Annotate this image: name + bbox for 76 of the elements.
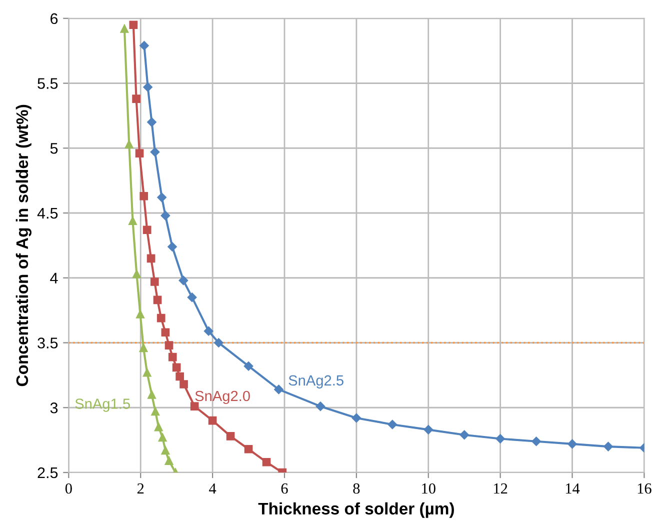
- x-tick-label: 14: [566, 483, 580, 494]
- point: [244, 444, 253, 454]
- point: [316, 402, 326, 411]
- x-tick-label: 10: [422, 483, 436, 494]
- point: [150, 147, 160, 157]
- point: [132, 94, 140, 103]
- point: [153, 296, 162, 304]
- point: [178, 276, 188, 286]
- y-tick-label: 4: [50, 272, 58, 284]
- point: [460, 430, 469, 440]
- point: [147, 118, 156, 127]
- point: [142, 368, 152, 377]
- point: [124, 140, 134, 148]
- point: [161, 446, 170, 455]
- point: [262, 458, 271, 466]
- point: [176, 372, 184, 381]
- point: [132, 270, 141, 278]
- x-tick-label: 2: [137, 483, 144, 494]
- point: [161, 328, 170, 337]
- point: [143, 82, 152, 92]
- x-axis-title: Thickness of solder (µm): [258, 502, 454, 518]
- point: [151, 407, 160, 416]
- x-tick-label: 12: [494, 483, 508, 494]
- point: [148, 390, 156, 399]
- point: [139, 344, 148, 352]
- y-tick-label: 2.5: [38, 467, 58, 478]
- point: [164, 341, 174, 350]
- y-tick-label: 5: [50, 143, 58, 154]
- x-tick-label: 4: [209, 483, 216, 494]
- point: [154, 422, 163, 432]
- point: [568, 439, 577, 449]
- y-axis-title: Concentration of Ag in solder (wt%): [16, 104, 32, 386]
- point: [226, 432, 235, 440]
- point: [135, 149, 144, 158]
- x-tick-label: 16: [638, 483, 652, 494]
- point: [136, 310, 144, 318]
- point: [180, 380, 188, 388]
- x-tick-label: 6: [281, 483, 288, 494]
- point: [424, 425, 433, 434]
- point: [150, 278, 159, 286]
- x-tick-label: 0: [65, 483, 72, 494]
- point: [128, 216, 137, 225]
- point: [157, 192, 166, 202]
- point: [140, 192, 148, 200]
- point: [388, 420, 398, 430]
- point: [140, 41, 149, 50]
- point: [164, 456, 174, 465]
- point: [496, 434, 505, 444]
- point: [214, 338, 224, 348]
- series-label: SnAg2.0: [195, 390, 250, 404]
- point: [532, 436, 541, 446]
- point: [244, 361, 254, 371]
- point: [156, 314, 166, 322]
- x-tick-label: 8: [353, 483, 360, 494]
- point: [158, 433, 167, 442]
- point: [187, 292, 197, 302]
- point: [274, 384, 284, 394]
- y-tick-label: 5.5: [38, 78, 58, 89]
- point: [604, 442, 613, 452]
- point: [204, 326, 214, 336]
- point: [172, 363, 181, 372]
- point: [168, 242, 177, 252]
- y-tick-label: 4.5: [37, 208, 58, 219]
- point: [168, 352, 177, 362]
- point: [120, 24, 129, 33]
- point: [146, 254, 156, 263]
- y-tick-label: 3: [50, 402, 58, 414]
- point: [160, 210, 170, 220]
- point: [208, 416, 217, 425]
- point: [129, 20, 138, 30]
- series-label: SnAg1.5: [75, 398, 130, 412]
- point: [352, 413, 362, 423]
- y-tick-label: 6: [50, 13, 58, 24]
- y-tick-label: 3.5: [38, 338, 58, 348]
- point: [142, 226, 152, 234]
- series-label: SnAg2.5: [288, 375, 344, 388]
